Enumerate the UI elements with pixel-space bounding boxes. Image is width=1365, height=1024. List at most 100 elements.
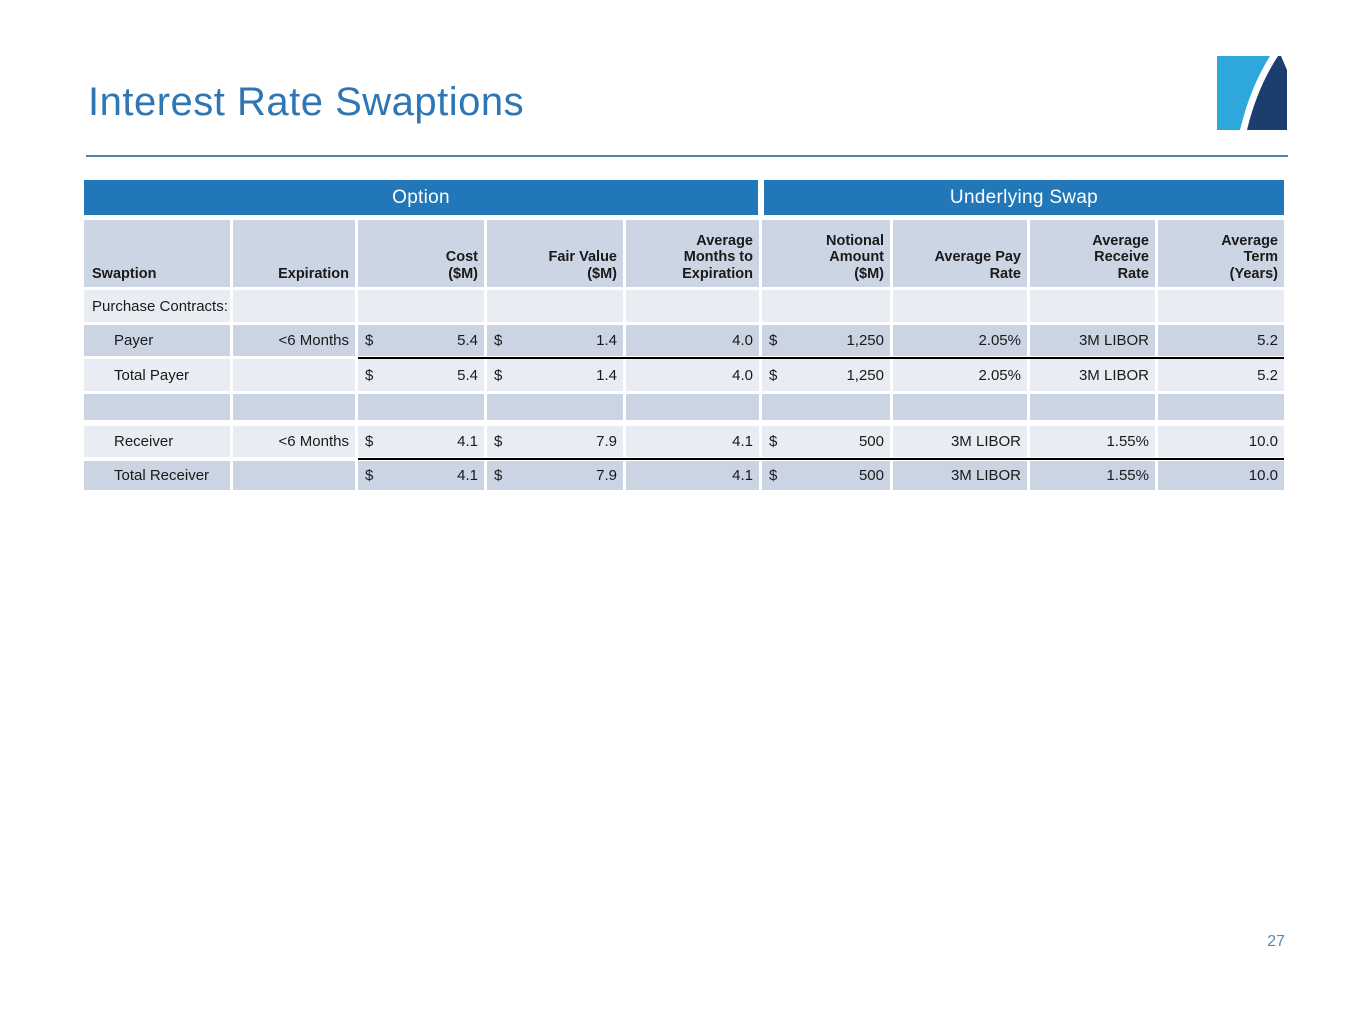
cell-value: 500 (858, 467, 884, 484)
table-header-row: Swaption Expiration Cost ($M) Fair Value… (84, 220, 1284, 287)
cell-value: 7.9 (596, 433, 617, 450)
cell-value: 4.1 (457, 467, 478, 484)
cell-swaption-label: Purchase Contracts: (84, 290, 233, 322)
column-header-average-term: Average Term (Years) (1158, 220, 1284, 287)
swaptions-table: Option Underlying Swap Swaption Expirati… (84, 180, 1284, 493)
cell-pay-rate (893, 290, 1030, 322)
table-row-spacer (84, 394, 1284, 420)
cell-cost: $4.1 (358, 461, 487, 490)
currency-symbol: $ (769, 366, 778, 384)
cell-value: 1.4 (596, 332, 617, 349)
currency-symbol: $ (494, 332, 503, 349)
column-header-cost: Cost ($M) (358, 220, 487, 287)
cell-months: 4.0 (626, 325, 762, 356)
cell-months: 4.1 (626, 461, 762, 490)
cell-expiration: <6 Months (233, 426, 358, 457)
column-header-expiration: Expiration (233, 220, 358, 287)
cell-notional: $500 (762, 426, 893, 457)
column-header-fair-value: Fair Value ($M) (487, 220, 626, 287)
cell-term: 5.2 (1158, 325, 1284, 356)
cell-value: 4.1 (457, 433, 478, 450)
cell-notional: $500 (762, 461, 893, 490)
table-group-band: Option Underlying Swap (84, 180, 1284, 215)
cell-months (626, 290, 762, 322)
cell-months: 4.1 (626, 426, 762, 457)
cell-notional (762, 394, 893, 420)
table-row-total-payer: Total Payer $5.4 $1.4 4.0 $1,250 2.05% 3… (84, 359, 1284, 391)
cell-swaption-label: Payer (84, 325, 233, 356)
table-row-receiver: Receiver <6 Months $4.1 $7.9 4.1 $500 3M… (84, 426, 1284, 460)
table-group-option: Option (84, 180, 758, 215)
cell-expiration (233, 394, 358, 420)
table-row-total-receiver: Total Receiver $4.1 $7.9 4.1 $500 3M LIB… (84, 461, 1284, 490)
cell-fair-value: $7.9 (487, 426, 626, 457)
cell-pay-rate: 3M LIBOR (893, 461, 1030, 490)
cell-cost: $4.1 (358, 426, 487, 457)
logo-light-shape (1217, 56, 1270, 130)
page-number: 27 (1267, 933, 1285, 950)
cell-value: 1,250 (846, 332, 884, 349)
cell-receive-rate: 1.55% (1030, 461, 1158, 490)
table-row-payer: Payer <6 Months $5.4 $1.4 4.0 $1,250 2.0… (84, 325, 1284, 359)
page-title: Interest Rate Swaptions (88, 80, 525, 124)
cell-pay-rate: 2.05% (893, 359, 1030, 391)
cell-expiration (233, 359, 358, 391)
cell-pay-rate (893, 394, 1030, 420)
cell-expiration (233, 290, 358, 322)
cell-value: 7.9 (596, 467, 617, 484)
cell-expiration (233, 461, 358, 490)
currency-symbol: $ (769, 332, 778, 349)
cell-term: 10.0 (1158, 426, 1284, 457)
currency-symbol: $ (769, 467, 778, 484)
currency-symbol: $ (494, 366, 503, 384)
cell-cost: $5.4 (358, 325, 487, 356)
cell-fair-value (487, 394, 626, 420)
cell-receive-rate (1030, 290, 1158, 322)
cell-value: 1.4 (596, 366, 617, 384)
cell-value: 500 (858, 433, 884, 450)
column-header-months-to-expiration: Average Months to Expiration (626, 220, 762, 287)
cell-months: 4.0 (626, 359, 762, 391)
cell-cost (358, 394, 487, 420)
currency-symbol: $ (494, 433, 503, 450)
cell-notional: $1,250 (762, 325, 893, 356)
cell-pay-rate: 3M LIBOR (893, 426, 1030, 457)
company-logo (1217, 56, 1287, 130)
currency-symbol: $ (494, 467, 503, 484)
column-header-average-receive-rate: Average Receive Rate (1030, 220, 1158, 287)
cell-pay-rate: 2.05% (893, 325, 1030, 356)
cell-swaption-label (84, 394, 233, 420)
currency-symbol: $ (365, 366, 374, 384)
column-header-notional-amount: Notional Amount ($M) (762, 220, 893, 287)
cell-value: 5.4 (457, 332, 478, 349)
cell-term: 10.0 (1158, 461, 1284, 490)
cell-receive-rate: 3M LIBOR (1030, 325, 1158, 356)
cell-value: 5.4 (457, 366, 478, 384)
title-divider (86, 155, 1288, 157)
cell-notional: $1,250 (762, 359, 893, 391)
cell-expiration: <6 Months (233, 325, 358, 356)
cell-notional (762, 290, 893, 322)
cell-term: 5.2 (1158, 359, 1284, 391)
cell-fair-value: $1.4 (487, 325, 626, 356)
cell-receive-rate: 3M LIBOR (1030, 359, 1158, 391)
cell-months (626, 394, 762, 420)
cell-fair-value (487, 290, 626, 322)
currency-symbol: $ (365, 433, 374, 450)
column-header-average-pay-rate: Average Pay Rate (893, 220, 1030, 287)
cell-swaption-label: Total Payer (84, 359, 233, 391)
logo-dark-shape (1247, 56, 1287, 130)
table-group-underlying-swap: Underlying Swap (764, 180, 1284, 215)
cell-cost: $5.4 (358, 359, 487, 391)
currency-symbol: $ (769, 433, 778, 450)
cell-receive-rate (1030, 394, 1158, 420)
currency-symbol: $ (365, 332, 374, 349)
cell-swaption-label: Receiver (84, 426, 233, 457)
cell-cost (358, 290, 487, 322)
cell-receive-rate: 1.55% (1030, 426, 1158, 457)
table-row-purchase-contracts: Purchase Contracts: (84, 290, 1284, 322)
currency-symbol: $ (365, 467, 374, 484)
cell-term (1158, 394, 1284, 420)
cell-swaption-label: Total Receiver (84, 461, 233, 490)
